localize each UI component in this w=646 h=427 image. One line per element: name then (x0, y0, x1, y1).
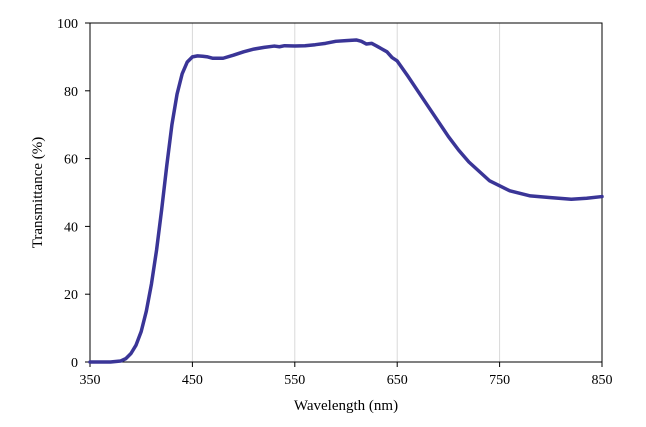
y-tick-label-40: 40 (64, 220, 78, 235)
plot-border (89, 22, 603, 363)
y-tick-label-20: 20 (64, 288, 78, 303)
y-tick-label-0: 0 (71, 356, 78, 371)
axes (85, 22, 603, 367)
x-tick-label-350: 350 (80, 373, 101, 388)
y-tick-label-100: 100 (57, 17, 78, 32)
grid-lines (191, 23, 501, 362)
y-tick-label-80: 80 (64, 85, 78, 100)
series-line-0 (88, 38, 604, 364)
y-tick-labels: 0 20 40 60 80 100 (57, 17, 78, 371)
x-tick-label-650: 650 (387, 373, 408, 388)
x-tick-label-750: 750 (489, 373, 510, 388)
x-tick-label-850: 850 (592, 373, 613, 388)
x-tick-label-450: 450 (182, 373, 203, 388)
x-axis-title: Wavelength (nm) (294, 398, 398, 414)
series-layer (88, 38, 604, 364)
x-tick-label-550: 550 (284, 373, 305, 388)
y-tick-label-60: 60 (64, 153, 78, 168)
x-tick-labels: 350 450 550 650 750 850 (80, 373, 613, 388)
y-axis-title: Transmittance (%) (30, 137, 46, 249)
